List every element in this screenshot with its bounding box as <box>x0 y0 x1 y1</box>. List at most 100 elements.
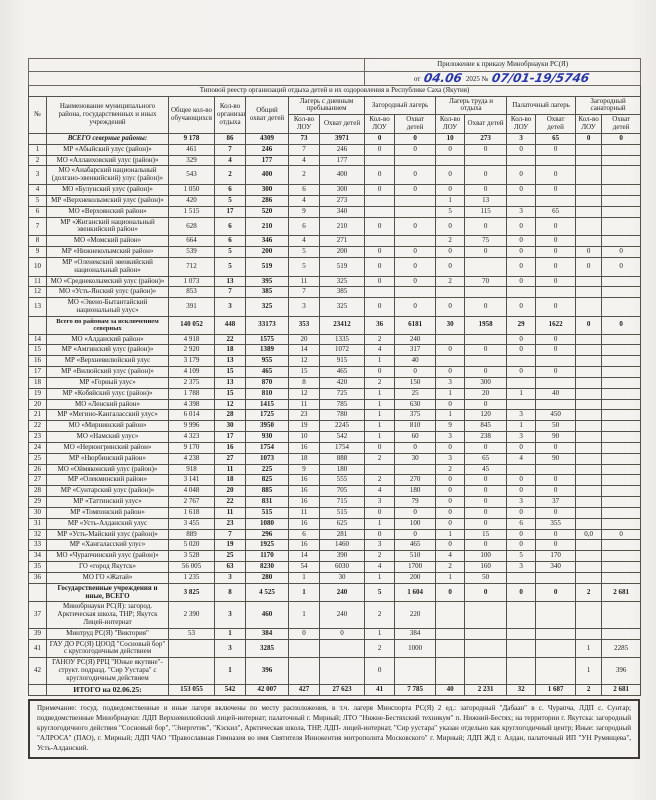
row-name: МР «Оленекский эвенкийский национальный … <box>46 256 169 277</box>
value-cell <box>394 286 437 299</box>
table-row: 14 МО «Алданский район» 4 918 22 1575 20 1335 2… <box>28 333 642 346</box>
row-name: МР «Верхневилюйский улус <box>46 355 169 368</box>
value-cell: 54 <box>288 561 320 573</box>
value-cell: 2 <box>364 550 396 563</box>
value-cell: 1 <box>288 601 320 629</box>
row-name: МР «Сунтарский улус (район)» <box>46 485 169 498</box>
value-cell: 396 <box>245 657 289 685</box>
value-cell: 5 <box>364 582 396 603</box>
sub-header-children: Охват детей <box>464 114 508 134</box>
value-cell: 19 <box>214 539 246 552</box>
value-cell: 3 <box>214 297 246 317</box>
row-name: МО «Усть-Янский улус (район)» <box>46 286 169 299</box>
row-name: МР «Мегино-Кангаласский улус» <box>46 409 169 422</box>
value-cell: 0 <box>435 143 466 156</box>
value-cell: 0 <box>464 366 508 378</box>
value-cell: 543 <box>168 165 215 186</box>
value-cell: 300 <box>318 184 366 196</box>
value-cell: 5 <box>214 256 246 277</box>
value-cell: 25 <box>394 387 437 400</box>
value-cell: 448 <box>214 315 246 335</box>
value-cell: 2 375 <box>168 376 215 389</box>
value-cell: 2 920 <box>168 344 215 357</box>
value-cell: 4 <box>435 550 466 563</box>
value-cell: 0 <box>506 528 537 541</box>
value-cell <box>435 657 466 685</box>
value-cell: 2 767 <box>168 496 215 508</box>
value-cell: 40 <box>535 387 577 400</box>
value-cell: 0 <box>394 184 437 196</box>
value-cell: 0 <box>435 474 466 487</box>
value-cell <box>435 601 466 629</box>
value-cell <box>601 517 642 530</box>
value-cell <box>601 441 642 454</box>
value-cell: 11 <box>288 506 320 519</box>
value-cell: 2245 <box>318 420 366 433</box>
row-num: 33 <box>28 539 47 552</box>
value-cell: 0 <box>601 256 642 277</box>
value-cell <box>535 355 577 368</box>
value-cell: 8230 <box>245 561 289 573</box>
value-cell: 3 141 <box>168 474 215 487</box>
value-cell: 628 <box>168 216 215 237</box>
value-cell: 555 <box>318 474 366 487</box>
table-row: 31 МР «Усть-Алданский улус 3 455 23 1080 16 62… <box>28 517 642 530</box>
sub-header-count: Кол-во ЛОУ <box>288 114 320 134</box>
value-cell: 450 <box>535 409 577 422</box>
value-cell <box>575 496 603 508</box>
table-body: ВСЕГО северные районы: 9 178 86 4309 73 3971 0… <box>28 132 642 697</box>
value-cell <box>575 506 603 519</box>
value-cell: 4 <box>364 344 396 357</box>
value-cell <box>601 366 642 378</box>
sub-header-count: Кол-во ЛОУ <box>435 114 466 134</box>
value-cell: 30 <box>214 420 246 433</box>
value-cell: 8 <box>288 376 320 389</box>
value-cell: 0 <box>394 132 437 145</box>
value-cell: 0 <box>364 165 396 186</box>
value-cell: 0 <box>464 344 508 357</box>
value-cell: 0 <box>435 496 466 508</box>
value-cell <box>575 571 603 584</box>
value-cell <box>601 398 642 411</box>
value-cell: 25 <box>214 550 246 563</box>
value-cell: 1000 <box>394 638 437 659</box>
row-name: МО «Момский район» <box>46 235 169 248</box>
value-cell: 16 <box>288 474 320 487</box>
value-cell: 630 <box>394 398 437 411</box>
value-cell <box>506 286 537 299</box>
value-cell <box>364 286 396 299</box>
value-cell <box>575 165 603 186</box>
value-cell: 70 <box>464 275 508 288</box>
value-cell: 325 <box>318 297 366 317</box>
value-cell <box>394 154 437 167</box>
title-row: Типовой реестр организаций отдыха детей … <box>27 84 642 97</box>
value-cell: 2 390 <box>168 601 215 629</box>
value-cell: 0 <box>464 582 508 603</box>
value-cell <box>435 154 466 167</box>
value-cell: 4 <box>214 154 246 167</box>
col-header-total-students: Общее кол-во обучающихся <box>168 95 215 134</box>
row-name: МО «Эвено-Бытантайский национальный улус… <box>46 297 169 317</box>
value-cell: 0 <box>575 315 603 335</box>
value-cell: 3 <box>214 571 246 584</box>
value-cell: 810 <box>394 420 437 433</box>
row-num: 30 <box>28 506 47 519</box>
value-cell: 13 <box>464 194 508 207</box>
value-cell: 16 <box>214 441 246 454</box>
value-cell: 6 <box>506 517 537 530</box>
row-name: МР «Вилюйский улус (район)» <box>46 366 169 378</box>
value-cell <box>535 194 577 207</box>
value-cell: 4 <box>506 452 537 465</box>
value-cell: 0 <box>394 506 437 519</box>
value-cell: 273 <box>318 194 366 207</box>
value-cell: 0 <box>464 398 508 411</box>
value-cell: 1080 <box>245 517 289 530</box>
value-cell: 0 <box>535 539 577 552</box>
row-num: 41 <box>28 638 47 659</box>
value-cell: 385 <box>245 286 289 299</box>
value-cell: 23 <box>288 409 320 422</box>
value-cell <box>506 627 537 640</box>
value-cell <box>535 571 577 584</box>
value-cell: 65 <box>464 452 508 465</box>
value-cell: 0 <box>506 474 537 487</box>
